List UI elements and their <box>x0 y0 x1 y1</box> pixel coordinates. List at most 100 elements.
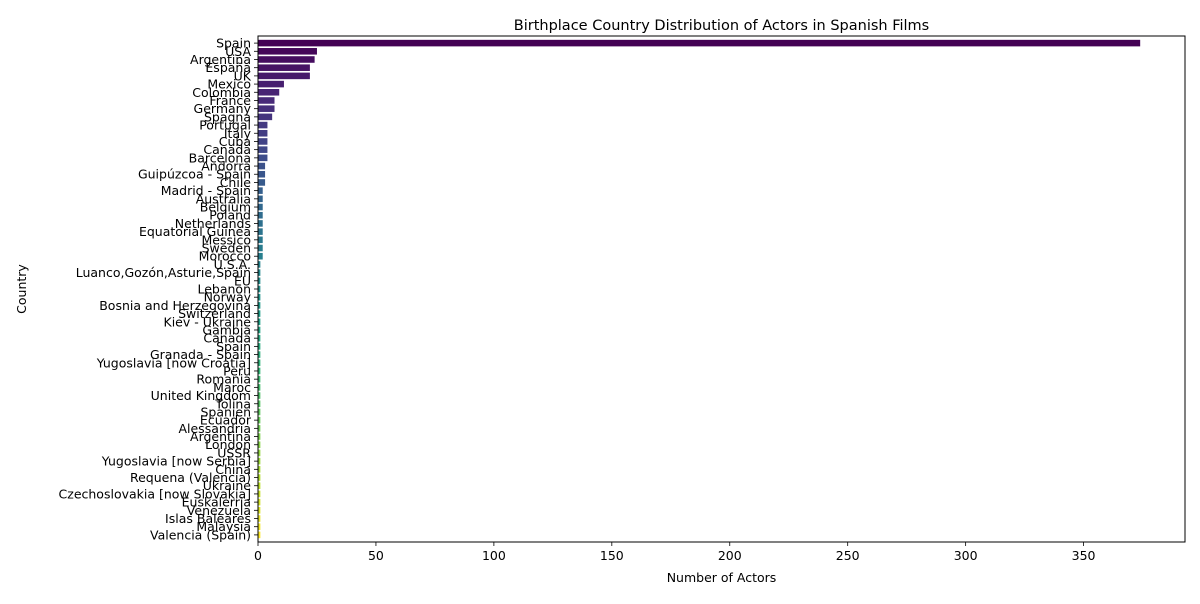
bar-16 <box>258 170 266 178</box>
y-tick-label: Malaysia <box>196 519 251 534</box>
bar-5 <box>258 80 284 88</box>
bar-8 <box>258 105 275 112</box>
y-tick-label: Mexico <box>207 77 251 92</box>
y-tick-label: Yugoslavia [now Serbia] <box>101 454 251 469</box>
y-tick-label: Requena (Valencia) <box>130 470 251 485</box>
bar-59 <box>258 523 261 530</box>
y-tick-label: Andorra <box>201 159 251 174</box>
y-tick-label: Netherlands <box>175 216 251 231</box>
bar-30 <box>258 285 261 293</box>
y-tick-label: Guipúzcoa - Spain <box>138 167 251 182</box>
bar-22 <box>258 220 263 227</box>
y-tick-label: Lebanon <box>197 282 251 297</box>
bar-49 <box>258 441 261 449</box>
bar-29 <box>258 277 261 285</box>
bar-28 <box>258 269 261 276</box>
y-tick-label: China <box>215 462 251 477</box>
y-tick-label: España <box>205 60 251 75</box>
y-tick-label: Morocco <box>199 249 251 264</box>
bar-50 <box>258 449 261 457</box>
bar-56 <box>258 498 261 506</box>
y-axis-label: Country <box>14 264 29 314</box>
bar-45 <box>258 408 261 416</box>
bar-38 <box>258 351 261 358</box>
y-tick-label: Spain <box>216 36 251 51</box>
y-tick-label: Germany <box>194 101 252 116</box>
bar-37 <box>258 343 261 350</box>
y-tick-label: Valencia (Spain) <box>150 527 251 542</box>
y-tick-label: USA <box>225 44 251 59</box>
y-tick-label: Sweden <box>202 241 251 256</box>
bar-1 <box>258 48 317 55</box>
y-tick-label: Peru <box>223 363 251 378</box>
y-tick-label: Gambia <box>202 322 251 337</box>
y-tick-label: Madrid - Spain <box>161 183 251 198</box>
bar-17 <box>258 179 266 186</box>
bar-19 <box>258 195 263 203</box>
bar-33 <box>258 310 261 317</box>
bar-46 <box>258 416 261 424</box>
y-tick-label: Norway <box>204 290 252 305</box>
x-tick-label: 100 <box>482 548 506 563</box>
bar-10 <box>258 121 268 129</box>
y-tick-labels: SpainUSAArgentinaEspañaUKMexicoColombiaF… <box>59 36 258 542</box>
y-tick-label: Spain <box>216 339 251 354</box>
x-tick-label: 150 <box>600 548 624 563</box>
bar-6 <box>258 89 280 96</box>
bar-23 <box>258 228 263 235</box>
bar-48 <box>258 433 261 440</box>
y-tick-label: USSR <box>217 445 251 460</box>
y-tick-label: Equatorial Guinea <box>139 224 251 239</box>
x-ticks: 0 50 100 150 200 250 300 350 <box>254 542 1096 563</box>
bar-24 <box>258 236 263 244</box>
y-tick-label: Luanco,Gozón,Asturie,Spain <box>76 265 251 280</box>
y-tick-label: Australia <box>196 191 251 206</box>
bar-7 <box>258 97 275 104</box>
bar-15 <box>258 162 266 170</box>
bar-47 <box>258 425 261 432</box>
y-tick-label: Alessandria <box>178 421 251 436</box>
bar-35 <box>258 326 261 334</box>
x-tick-label: 50 <box>368 548 384 563</box>
bar-3 <box>258 64 310 71</box>
bar-26 <box>258 252 263 260</box>
bar-34 <box>258 318 261 326</box>
y-tick-label: Chile <box>220 175 252 190</box>
bar-41 <box>258 375 261 383</box>
y-tick-label: Canada <box>203 142 251 157</box>
bar-27 <box>258 261 261 268</box>
bar-55 <box>258 490 261 498</box>
x-tick-label: 200 <box>718 548 742 563</box>
y-tick-label: Bosnia and Herzegovina <box>99 298 251 313</box>
y-tick-label: Belgium <box>200 200 251 215</box>
bar-14 <box>258 154 268 162</box>
bar-18 <box>258 187 263 194</box>
bar-53 <box>258 474 261 481</box>
bar-25 <box>258 244 263 252</box>
bar-31 <box>258 293 261 301</box>
bar-44 <box>258 400 261 408</box>
bar-52 <box>258 466 261 473</box>
bar-39 <box>258 359 261 367</box>
bar-57 <box>258 507 261 514</box>
plot-frame <box>257 35 1186 543</box>
y-tick-label: Argentina <box>190 52 251 67</box>
x-tick-label: 350 <box>1072 548 1096 563</box>
x-tick-label: 250 <box>836 548 860 563</box>
bar-36 <box>258 334 261 342</box>
y-tick-label: Euskalerria <box>182 495 251 510</box>
bar-51 <box>258 457 261 465</box>
y-tick-label: Maroc <box>213 380 251 395</box>
y-tick-label: Cuba <box>219 134 251 149</box>
x-axis-label: Number of Actors <box>667 570 777 585</box>
bar-9 <box>258 113 273 121</box>
bar-43 <box>258 392 261 399</box>
y-tick-label: Argentina <box>190 429 251 444</box>
y-tick-label: Italy <box>224 126 252 141</box>
bar-11 <box>258 129 268 137</box>
y-tick-label: UK <box>234 68 252 83</box>
y-tick-label: Granada - Spain <box>150 347 251 362</box>
